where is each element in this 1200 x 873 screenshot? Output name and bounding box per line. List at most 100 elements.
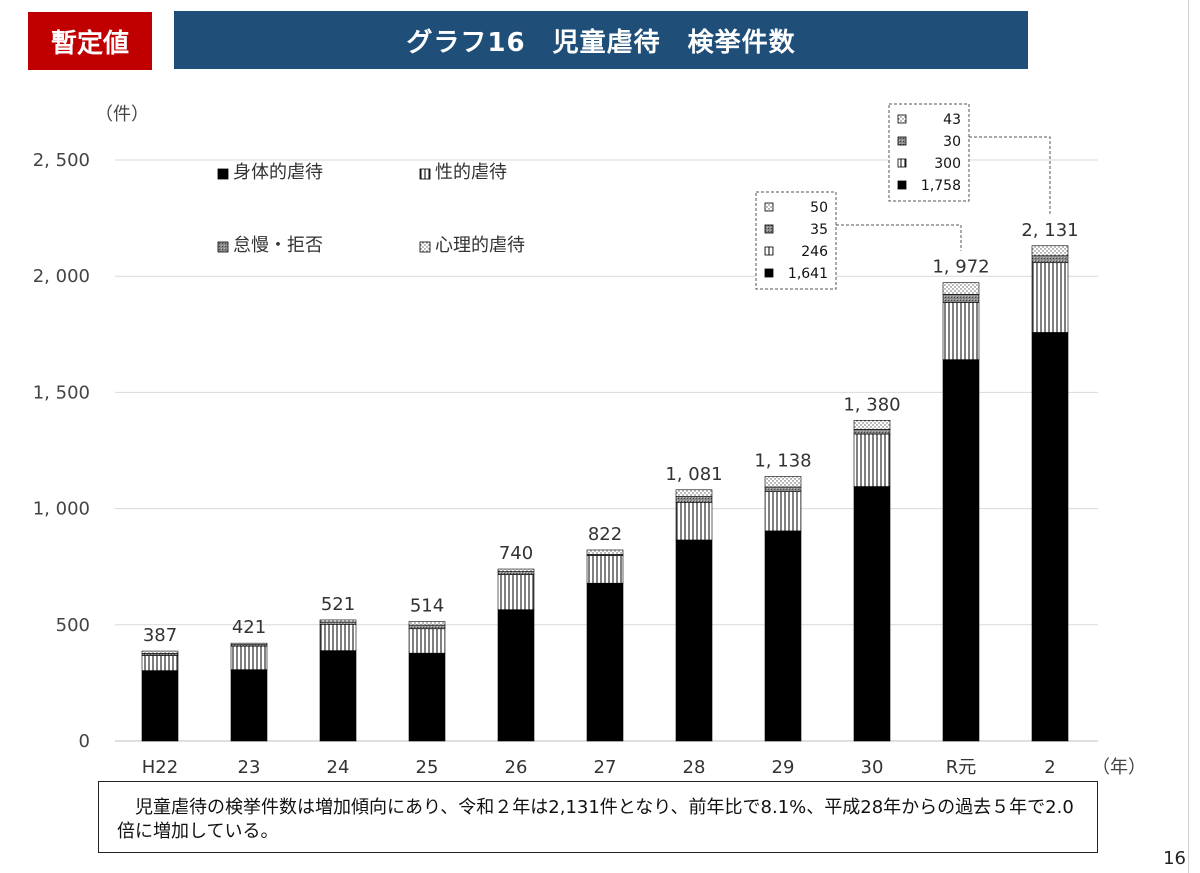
bar-segment-psychological (230, 642, 268, 645)
axes: 0 500 1, 000 1, 500 2, 000 2, 500 （件） （年） H22 23 2… (33, 104, 1146, 778)
x-tick-label: 28 (683, 757, 706, 778)
bar-segment-physical (853, 486, 891, 742)
callout-swatch-physical (897, 180, 907, 190)
bar-segment-physical (764, 530, 802, 742)
bar-segment-physical (497, 609, 535, 742)
bar-segment-sexual (1031, 262, 1069, 333)
page-number: 16 (1163, 848, 1186, 869)
x-tick-label: 24 (327, 757, 350, 778)
bar-segment-neglect (942, 294, 980, 303)
x-tick-label: 27 (594, 757, 617, 778)
y-tick-label: 2, 500 (33, 150, 90, 171)
x-tick-label: H22 (142, 757, 178, 778)
legend-swatch-physical (217, 168, 229, 180)
total-label: 822 (588, 524, 622, 545)
callout-swatch-psychological (764, 202, 774, 212)
legend-label-neglect: 怠慢・拒否 (233, 235, 323, 256)
total-label: 2, 131 (1021, 220, 1078, 241)
x-tick-label: 23 (238, 757, 261, 778)
x-tick-label: 30 (861, 757, 884, 778)
bar-segment-psychological (853, 419, 891, 430)
bar-segment-psychological (408, 621, 446, 626)
total-label: 387 (143, 625, 177, 646)
bar-segment-physical (675, 539, 713, 742)
y-tick-label: 0 (79, 731, 90, 752)
total-label: 740 (499, 543, 533, 564)
bar-segment-sexual (764, 491, 802, 532)
callout-swatch-sexual (764, 246, 774, 256)
callout-value: 50 (810, 200, 828, 216)
bar-segment-psychological (319, 619, 357, 623)
callout-leader (836, 224, 962, 251)
bar-segment-sexual (942, 302, 980, 360)
callout-swatch-physical (764, 268, 774, 278)
y-unit-label: （件） (95, 104, 149, 125)
legend-swatch-sexual (419, 168, 431, 180)
total-label: 421 (232, 617, 266, 638)
bar-segment-neglect (497, 571, 535, 575)
bar-segment-sexual (230, 645, 268, 670)
legend-swatch-neglect (217, 241, 229, 253)
bar-segment-sexual (675, 502, 713, 541)
y-tick-label: 2, 000 (33, 266, 90, 287)
bar-segment-neglect (675, 496, 713, 503)
bar-segment-neglect (853, 429, 891, 435)
legend-label-sexual: 性的虐待 (435, 162, 507, 183)
bar-segment-neglect (764, 486, 802, 492)
total-label: 1, 972 (932, 257, 989, 278)
summary-caption: 児童虐待の検挙件数は増加傾向にあり、令和２年は2,131件となり、前年比で8.1… (98, 781, 1098, 853)
bar-segment-psychological (675, 489, 713, 497)
total-label: 514 (410, 596, 444, 617)
bar-segment-neglect (141, 653, 179, 656)
data-labels: 387 421 521 514 740 822 1, 081 1, 138 1, 380 1, 9… (143, 220, 1079, 646)
total-label: 1, 138 (754, 451, 811, 472)
callout-value: 1,641 (788, 266, 828, 282)
bar-segment-sexual (853, 433, 891, 487)
callout-swatch-neglect (897, 136, 907, 146)
bar-segment-physical (319, 650, 357, 742)
callout-swatch-sexual (897, 158, 907, 168)
callout-value: 35 (810, 222, 828, 238)
legend-label-psychological: 心理的虐待 (435, 235, 525, 256)
x-tick-label: 26 (505, 757, 528, 778)
bar-segment-physical (408, 652, 446, 742)
callout-value: 30 (943, 134, 961, 150)
bar-segment-psychological (764, 476, 802, 488)
bar-segment-psychological (497, 568, 535, 572)
x-tick-label: 25 (416, 757, 439, 778)
bar-segment-neglect (1031, 255, 1069, 264)
bar-segment-physical (1031, 332, 1069, 742)
bar-segment-sexual (497, 574, 535, 610)
bar-segment-sexual (586, 555, 624, 584)
y-tick-label: 1, 000 (33, 499, 90, 520)
bar-segment-psychological (1031, 245, 1069, 257)
bar-segment-sexual (319, 624, 357, 651)
x-unit-label: （年） (1092, 757, 1146, 778)
bar-segment-neglect (408, 624, 446, 630)
legend-swatch-psychological (419, 241, 431, 253)
callout-value: 1,758 (921, 178, 961, 194)
bar-segment-sexual (141, 655, 179, 671)
bar-segment-physical (586, 582, 624, 742)
y-tick-label: 1, 500 (33, 382, 90, 403)
bar-segment-physical (230, 669, 268, 742)
bar-segment-sexual (408, 628, 446, 654)
x-tick-label: R元 (946, 757, 977, 778)
y-tick-label: 500 (56, 615, 90, 636)
callout-value: 246 (801, 244, 828, 260)
total-label: 1, 380 (843, 394, 900, 415)
bar-segment-physical (942, 359, 980, 742)
bar-segment-psychological (586, 549, 624, 555)
bar-segment-physical (141, 670, 179, 742)
bar-segment-neglect (319, 621, 357, 625)
bar-segment-psychological (141, 650, 179, 654)
legend-label-physical: 身体的虐待 (233, 162, 323, 183)
provisional-badge: 暫定値 (28, 12, 152, 70)
callout-value: 43 (943, 112, 961, 128)
callout-value: 300 (934, 156, 961, 172)
callouts: 50 35 246 1,641 43 30 300 1,758 (755, 103, 1051, 290)
callout-swatch-neglect (764, 224, 774, 234)
